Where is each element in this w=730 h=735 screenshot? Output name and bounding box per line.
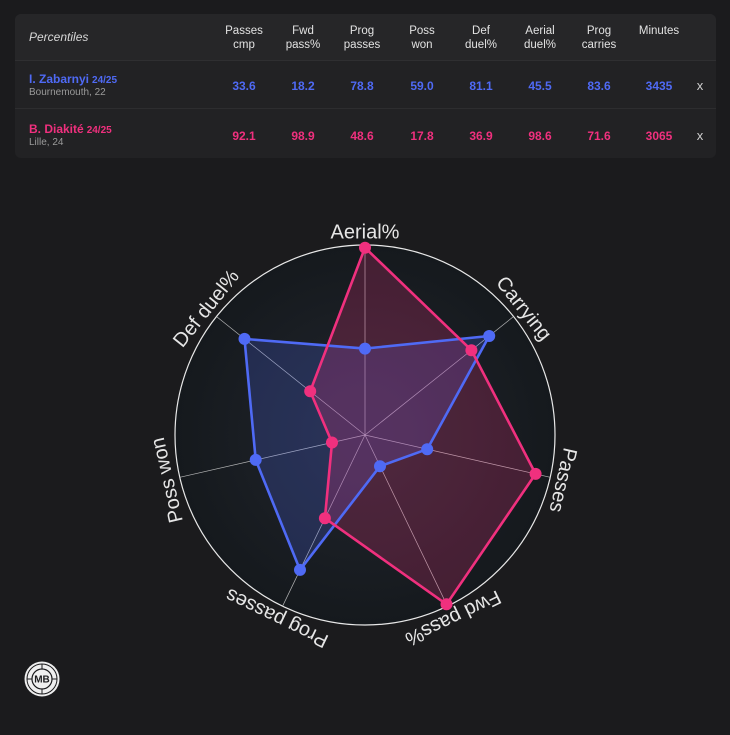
radar-point[interactable] [440, 598, 453, 611]
radar-point[interactable] [294, 563, 306, 576]
table-row: B. Diakité 24/25 Lille, 24 92.1 98.9 48.6… [15, 110, 716, 158]
cell-value: 48.6 [350, 129, 374, 143]
table-header: Percentiles Passes cmp Fwd pass% Prog pa… [15, 14, 716, 61]
radar-point[interactable] [483, 330, 496, 342]
player-season: 24/25 [86, 125, 112, 136]
radar-point[interactable] [249, 453, 262, 466]
player-name-text[interactable]: I. Zabarnyi [29, 72, 90, 86]
radar-point[interactable] [374, 460, 386, 473]
radar-point[interactable] [529, 467, 542, 480]
player-name[interactable]: I. Zabarnyi 24/25 [29, 72, 117, 86]
remove-player-button[interactable]: x [696, 78, 704, 93]
cell-value: 3435 [645, 79, 673, 93]
cell-value: 18.2 [291, 79, 315, 93]
cell-value: 3065 [645, 129, 673, 143]
col-header-aerial-duel[interactable]: Aerial duel% [524, 25, 556, 51]
table-row: I. Zabarnyi 24/25 Bournemouth, 22 33.6 18… [15, 60, 716, 109]
mb-logo-icon: MB [23, 660, 61, 698]
player-season: 24/25 [92, 75, 118, 86]
radar-axis-label: Aerial% [331, 221, 400, 243]
cell-value: 98.9 [291, 129, 315, 143]
col-header-minutes[interactable]: Minutes [638, 25, 680, 37]
table-title: Percentiles [29, 30, 89, 44]
col-header-fwd-pass[interactable]: Fwd pass% [285, 25, 321, 51]
radar-point[interactable] [318, 512, 331, 525]
player-club: Bournemouth, 22 [29, 87, 106, 98]
col-header-poss-won[interactable]: Poss won [409, 25, 435, 51]
cell-value: 83.6 [587, 79, 611, 93]
cell-value: 45.5 [528, 79, 552, 93]
radar-point[interactable] [465, 344, 478, 357]
col-header-prog-carries[interactable]: Prog carries [581, 25, 617, 51]
radar-spoke [364, 434, 551, 478]
col-header-prog-passes[interactable]: Prog passes [343, 25, 381, 51]
radar-point[interactable] [359, 241, 371, 254]
player-club: Lille, 24 [29, 137, 64, 148]
radar-point[interactable] [304, 385, 317, 398]
player-name-text[interactable]: B. Diakité [29, 122, 84, 136]
percentile-table: Percentiles Passes cmp Fwd pass% Prog pa… [15, 14, 716, 158]
cell-value: 78.8 [350, 79, 374, 93]
radar-line-zabarnyi [243, 334, 491, 572]
cell-value: 59.0 [410, 79, 434, 93]
col-header-def-duel[interactable]: Def duel% [465, 25, 497, 51]
radar-area-diakite [310, 247, 536, 605]
radar-point[interactable] [238, 332, 251, 345]
radar-point[interactable] [421, 443, 434, 456]
player-name[interactable]: B. Diakité 24/25 [29, 122, 112, 136]
cell-value: 36.9 [469, 129, 493, 143]
cell-value: 17.8 [410, 129, 434, 143]
radar-line-diakite [308, 246, 537, 606]
cell-value: 71.6 [587, 129, 611, 143]
radar-point[interactable] [359, 342, 371, 355]
logo-text: MB [34, 675, 50, 686]
radar-point[interactable] [326, 436, 338, 449]
col-header-passes-cmp[interactable]: Passes cmp [225, 25, 263, 51]
cell-value: 33.6 [232, 79, 256, 93]
cell-value: 92.1 [232, 129, 256, 143]
cell-value: 81.1 [469, 79, 493, 93]
cell-value: 98.6 [528, 129, 552, 143]
remove-player-button[interactable]: x [696, 128, 704, 143]
